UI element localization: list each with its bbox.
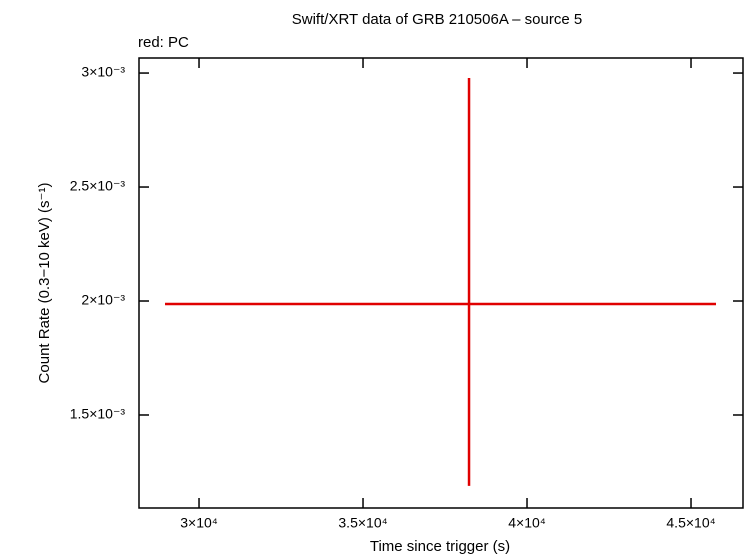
y-axis-label: Count Rate (0.3−10 keV) (s⁻¹) xyxy=(36,183,53,384)
x-tick-label: 3×10⁴ xyxy=(180,515,218,531)
x-tick-label: 4.5×10⁴ xyxy=(666,515,715,531)
y-tick-label: 1.5×10⁻³ xyxy=(70,406,126,422)
y-tick-label: 3×10⁻³ xyxy=(81,64,125,80)
x-tick-label: 4×10⁴ xyxy=(508,515,546,531)
plot-frame xyxy=(138,57,744,509)
chart-title: Swift/XRT data of GRB 210506A – source 5 xyxy=(292,11,582,28)
y-tick-label: 2.5×10⁻³ xyxy=(70,178,126,194)
x-tick-label: 3.5×10⁴ xyxy=(338,515,387,531)
x-axis-label: Time since trigger (s) xyxy=(370,538,510,555)
y-tick-label: 2×10⁻³ xyxy=(81,292,125,308)
chart-subtitle: red: PC xyxy=(138,34,189,51)
